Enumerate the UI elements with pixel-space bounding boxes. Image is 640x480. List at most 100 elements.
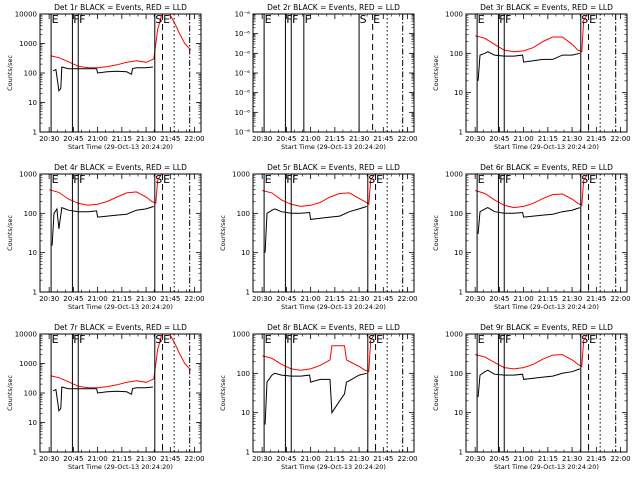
x-axis-label: Start Time (29-Oct-13 20:24:20) (281, 463, 386, 471)
y-tick-label: 10⁻⁶ (235, 11, 251, 19)
series-line-events (52, 386, 153, 413)
panel-det-8: Det 8r BLACK = Events, RED = LLD 1 10 100 10… (219, 323, 418, 471)
data-layer (49, 174, 163, 246)
event-marker-label: F (292, 13, 298, 26)
x-tick-label: 20:45 (63, 295, 83, 303)
y-tick-label: 1 (459, 449, 463, 457)
x-tick-label: 21:30 (136, 135, 156, 143)
event-marker-label: S (155, 173, 162, 186)
y-tick-label: 1 (459, 289, 463, 297)
data-layer (262, 174, 376, 253)
series-line-lld (475, 334, 589, 370)
x-tick-label: 20:30 (465, 295, 485, 303)
y-tick-label: 10 (454, 89, 463, 97)
x-tick-label: 21:30 (136, 455, 156, 463)
x-tick-label: 21:00 (88, 295, 108, 303)
y-tick-label: 1 (246, 289, 250, 297)
x-tick-label: 21:00 (514, 455, 534, 463)
x-tick-label: 21:45 (160, 295, 180, 303)
y-tick-label: 100 (237, 370, 250, 378)
y-tick-label: 100 (450, 370, 463, 378)
x-tick-label: 21:15 (538, 295, 558, 303)
event-marker-label: E (478, 333, 485, 346)
event-marker-label: F (505, 173, 511, 186)
x-tick-label: 20:45 (276, 135, 296, 143)
y-axis-label: Counts/sec (432, 55, 440, 91)
plot-frame (39, 13, 202, 133)
event-marker-label: S (368, 333, 375, 346)
x-tick-label: 21:45 (373, 295, 393, 303)
x-tick-label: 20:30 (39, 295, 59, 303)
event-marker-label: E (163, 173, 170, 186)
series-line-lld (49, 174, 163, 206)
x-tick-label: 21:45 (586, 455, 606, 463)
panel-title: Det 5r BLACK = Events, RED = LLD (267, 163, 400, 172)
plot-frame (465, 333, 628, 453)
x-tick-label: 20:45 (63, 135, 83, 143)
x-tick-label: 21:00 (301, 455, 321, 463)
x-axis-label: Start Time (29-Oct-13 20:24:20) (494, 303, 599, 311)
event-marker-label: F (79, 13, 85, 26)
x-tick-label: 20:45 (276, 295, 296, 303)
x-tick-label: 21:00 (301, 295, 321, 303)
y-tick-label: 1000 (19, 171, 37, 179)
x-tick-label: 20:45 (63, 455, 83, 463)
x-tick-label: 21:00 (301, 135, 321, 143)
series-line-events (264, 205, 367, 253)
x-tick-label: 21:45 (586, 295, 606, 303)
panel-title: Det 6r BLACK = Events, RED = LLD (480, 163, 613, 172)
y-tick-label: 1000 (19, 360, 37, 368)
data-layer (475, 174, 589, 234)
y-tick-label: 1 (33, 289, 37, 297)
event-marker-label: E (589, 13, 596, 26)
panel-det-4: Det 4r BLACK = Events, RED = LLD 1 10 100 10… (6, 163, 205, 311)
event-marker-label: E (376, 333, 383, 346)
y-tick-label: 1 (459, 129, 463, 137)
event-marker-label: S (155, 13, 162, 26)
y-axis-label: Counts/sec (219, 375, 227, 411)
event-marker-label: F (73, 173, 79, 186)
x-tick-label: 22:00 (610, 295, 630, 303)
event-marker-label: S (581, 173, 588, 186)
plot-frame (252, 173, 415, 293)
y-tick-label: 1 (33, 129, 37, 137)
x-tick-label: 22:00 (397, 295, 417, 303)
y-tick-label: 10 (28, 99, 37, 107)
panel-title: Det 7r BLACK = Events, RED = LLD (54, 323, 187, 332)
series-line-lld (262, 334, 376, 373)
event-marker-label: F (505, 333, 511, 346)
x-tick-label: 21:15 (325, 295, 345, 303)
panel-title: Det 8r BLACK = Events, RED = LLD (267, 323, 400, 332)
panel-det-5: Det 5r BLACK = Events, RED = LLD 1 10 100 10… (219, 163, 418, 311)
plot-frame (465, 13, 628, 133)
event-marker-label: F (499, 333, 505, 346)
x-tick-label: 20:45 (489, 135, 509, 143)
x-tick-label: 20:30 (465, 135, 485, 143)
y-axis-label: Counts/sec (219, 215, 227, 251)
x-tick-label: 20:45 (489, 295, 509, 303)
series-line-events (52, 66, 153, 93)
y-tick-label: 10000 (15, 331, 37, 339)
event-marker-label: F (505, 13, 511, 26)
y-tick-label: 10⁻⁶ (235, 89, 251, 97)
series-line-events (477, 51, 580, 81)
x-tick-label: 21:30 (349, 135, 369, 143)
y-tick-label: 1000 (232, 171, 250, 179)
y-axis-label: Counts/sec (432, 215, 440, 251)
event-marker-label: E (163, 13, 170, 26)
y-axis-label: Counts/sec (6, 55, 14, 91)
event-marker-label: E (265, 13, 272, 26)
y-tick-label: 10⁻⁶ (235, 30, 251, 38)
x-tick-label: 21:30 (136, 295, 156, 303)
y-tick-label: 1 (246, 449, 250, 457)
x-tick-label: 21:15 (538, 135, 558, 143)
series-line-lld (262, 174, 376, 207)
event-marker-label: F (73, 333, 79, 346)
panel-det-2: Det 2r BLACK = Events, RED = LLD 10⁻⁶ 10⁻⁶… (235, 3, 418, 151)
event-marker-label: F (305, 13, 311, 26)
x-tick-label: 21:15 (538, 455, 558, 463)
plot-frame (252, 13, 415, 133)
y-tick-label: 100 (24, 390, 37, 398)
x-tick-label: 21:00 (88, 135, 108, 143)
x-tick-label: 20:30 (39, 135, 59, 143)
